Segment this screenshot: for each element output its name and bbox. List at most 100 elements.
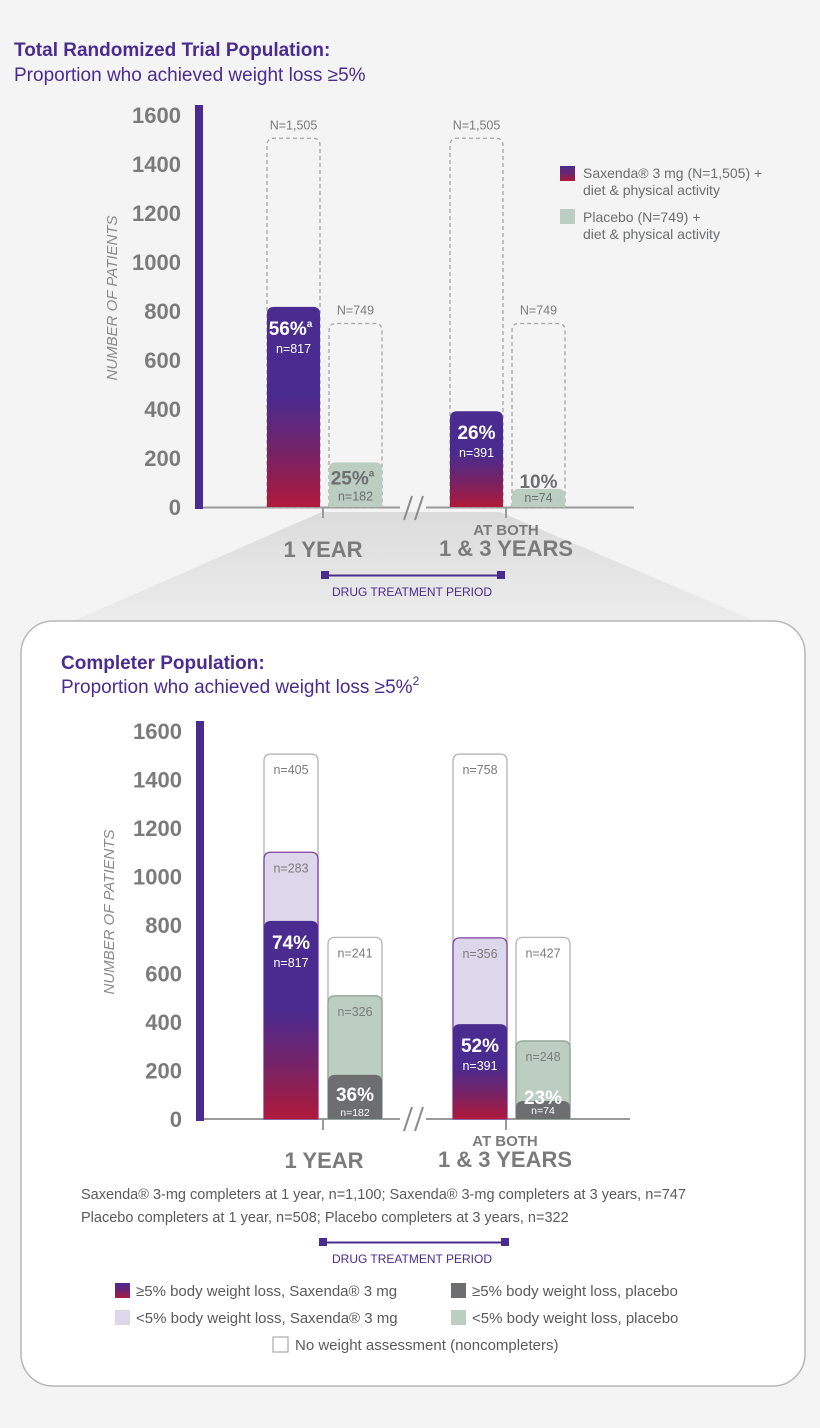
chart1-legend: Saxenda® 3 mg (N=1,505) + diet & physica… <box>560 165 762 242</box>
chart2-subtitle-sup: 2 <box>413 674 420 688</box>
chart2-category-1: 1 YEAR <box>284 1148 363 1173</box>
chart2-ytick-label: 1400 <box>133 768 182 793</box>
chart2-bar-pct-label: 74% <box>272 933 310 954</box>
chart2-bars: n=405 n=283 74% n=817 n=241 n=326 36%n=182 n=75… <box>263 753 571 1120</box>
panel-completer-population: Completer Population: Proportion who ach… <box>61 653 686 1354</box>
chart1-bar-total-outline <box>511 322 566 508</box>
chart1-bar-achieved <box>329 462 382 507</box>
legend-noncompleter-swatch <box>272 1336 289 1353</box>
legend-placebo-line2: diet & physical activity <box>583 226 720 242</box>
chart1-ytick-label: 200 <box>144 446 181 471</box>
chart1-bar-pct: 25% <box>331 468 369 489</box>
chart2-bar-achieved <box>328 1074 382 1119</box>
chart1-bar-total-outline <box>449 137 504 508</box>
chart1-ytick-label: 1000 <box>132 250 181 275</box>
chart2-bar-n-label: n=817 <box>273 956 308 970</box>
legend-pla-ge5-swatch <box>451 1283 466 1298</box>
chart1-ytick-label: 0 <box>169 495 181 520</box>
chart2-bar-lt5 <box>515 1040 571 1120</box>
chart1-bar-pct-sup: a <box>307 319 313 330</box>
chart1-ytick-label: 800 <box>144 299 181 324</box>
chart1-ytick-label: 400 <box>144 397 181 422</box>
chart1-bar-total-label: N=749 <box>337 303 374 317</box>
chart2-ytick-label: 800 <box>145 913 182 938</box>
chart1-ytick-label: 600 <box>144 348 181 373</box>
chart2-bar-noncompleter-label: n=427 <box>525 946 560 960</box>
chart1-ylabel: NUMBER OF PATIENTS <box>104 215 121 380</box>
chart2-bar-noncompleter-label: n=405 <box>273 763 308 777</box>
chart2-ytick-label: 1200 <box>133 816 182 841</box>
chart1-bar-achieved <box>267 306 320 507</box>
chart2-title: Completer Population: <box>61 653 265 674</box>
chart2-bar-lt5-label: n=356 <box>462 947 497 961</box>
chart2-note-1: Saxenda® 3-mg completers at 1 year, n=1,… <box>81 1187 686 1203</box>
legend-pla-ge5-label: ≥5% body weight loss, placebo <box>472 1283 678 1300</box>
chart2-axis-break <box>403 1106 424 1132</box>
legend-saxenda-swatch <box>560 166 575 181</box>
legend-placebo-line1: Placebo (N=749) + <box>583 209 701 225</box>
chart1-bar-pct-label: 56%a <box>269 319 313 340</box>
chart2-bar-n-label: n=391 <box>462 1059 497 1073</box>
chart1-bar-n-label: n=817 <box>276 342 311 356</box>
chart2-bar-noncompleter-label: n=758 <box>462 763 497 777</box>
chart2-ytick-label: 1000 <box>133 865 182 890</box>
chart1-bar-achieved <box>450 411 503 507</box>
legend-noncompleter-label: No weight assessment (noncompleters) <box>295 1337 558 1354</box>
legend-sax-lt5-swatch <box>115 1310 130 1325</box>
chart1-bar-total-label: N=1,505 <box>453 118 501 132</box>
legend-pla-lt5-label: <5% body weight loss, placebo <box>472 1310 678 1327</box>
chart1-bar-total-outline <box>328 322 383 508</box>
chart2-bar-achieved <box>264 920 318 1119</box>
chart1-period-bracket <box>321 571 505 579</box>
chart2-bar-achieved <box>516 1101 570 1119</box>
chart1-bar-total-label: N=1,505 <box>270 118 318 132</box>
chart2-legend: ≥5% body weight loss, Saxenda® 3 mg ≥5% … <box>115 1283 678 1354</box>
chart1-axis-break <box>403 495 424 521</box>
chart1-bar-n-label: n=182 <box>338 489 373 503</box>
chart2-period-label: DRUG TREATMENT PERIOD <box>332 1252 492 1266</box>
chart2-y-axis <box>196 721 204 1121</box>
chart1-bar-pct: 26% <box>457 423 495 444</box>
legend-pla-lt5-swatch <box>451 1310 466 1325</box>
completer-panel-frame <box>20 620 806 1387</box>
chart2-bar-lt5-label: n=248 <box>525 1050 560 1064</box>
chart1-bar-total-outline <box>266 137 321 508</box>
chart1-period-label: DRUG TREATMENT PERIOD <box>332 585 492 599</box>
chart2-bar-pct-label: 23% <box>524 1088 562 1109</box>
chart1-bar-pct: 56% <box>269 319 307 340</box>
legend-sax-lt5-label: <5% body weight loss, Saxenda® 3 mg <box>136 1310 398 1327</box>
chart2-bar-n-label: n=182 <box>340 1107 370 1119</box>
chart1-bars: N=1,50556%an=817N=74925%an=182N=1,50526%… <box>266 118 566 508</box>
chart2-bar-achieved <box>453 1024 507 1119</box>
chart1-y-axis <box>195 105 203 509</box>
chart2-note-2: Placebo completers at 1 year, n=508; Pla… <box>81 1210 569 1226</box>
chart2-bar-lt5-label: n=283 <box>273 861 308 875</box>
chart2-ytick-label: 1600 <box>133 719 182 744</box>
chart1-bar-pct-label: 26% <box>457 423 495 444</box>
chart1-bar-pct-label: 25%a <box>331 468 375 489</box>
chart2-ytick-label: 0 <box>170 1107 182 1132</box>
chart2-ytick-label: 200 <box>145 1059 182 1084</box>
chart1-ytick-label: 1600 <box>132 103 181 128</box>
legend-sax-ge5-swatch <box>115 1283 130 1298</box>
chart1-category-1: 1 YEAR <box>283 537 362 562</box>
chart1-bar-achieved <box>512 488 565 507</box>
chart1-y-ticks: 1600 1400 1200 1000 800 600 400 200 0 <box>132 103 181 520</box>
chart1-category-2: 1 & 3 YEARS <box>439 536 573 561</box>
chart1-bar-pct-label: 10% <box>519 472 557 493</box>
chart1-bar-total-label: N=749 <box>520 303 557 317</box>
chart2-ytick-label: 600 <box>145 962 182 987</box>
panel-total-population: Total Randomized Trial Population: Propo… <box>14 40 762 599</box>
chart2-subtitle: Proportion who achieved weight loss ≥5%2 <box>61 674 420 698</box>
chart2-subtitle-text: Proportion who achieved weight loss ≥5% <box>61 677 413 698</box>
chart2-category-2: 1 & 3 YEARS <box>438 1147 572 1172</box>
legend-saxenda-line1: Saxenda® 3 mg (N=1,505) + <box>583 165 762 181</box>
chart1-bar-pct-sup: a <box>369 468 375 479</box>
chart2-bar-n-label: n=74 <box>531 1105 555 1117</box>
chart2-bar-pct-label: 52% <box>461 1036 499 1057</box>
chart1-ytick-label: 1200 <box>132 201 181 226</box>
chart1-title: Total Randomized Trial Population: <box>14 40 330 61</box>
chart1-subtitle: Proportion who achieved weight loss ≥5% <box>14 65 366 86</box>
chart2-bar-pct-label: 36% <box>336 1085 374 1106</box>
chart2-bar-lt5-label: n=326 <box>337 1005 372 1019</box>
